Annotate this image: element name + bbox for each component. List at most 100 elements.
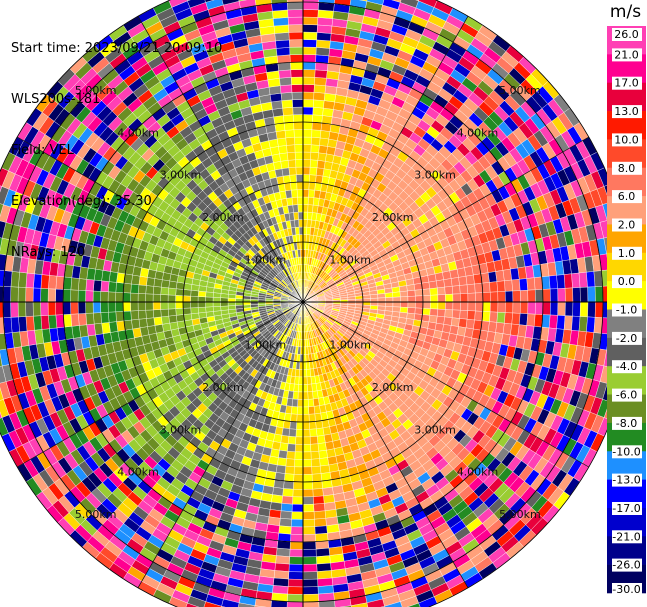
velocity-bin	[115, 311, 125, 322]
velocity-bin	[227, 297, 236, 303]
velocity-bin	[310, 443, 319, 452]
velocity-bin	[444, 309, 453, 318]
velocity-bin	[115, 292, 124, 303]
velocity-bin	[421, 281, 430, 290]
velocity-bin	[160, 301, 169, 310]
velocity-bin	[458, 275, 468, 286]
velocity-bin	[48, 314, 58, 329]
velocity-bin	[377, 297, 386, 303]
velocity-bin	[185, 602, 200, 607]
velocity-bin	[313, 398, 320, 407]
velocity-bin	[313, 92, 326, 101]
velocity-bin	[452, 309, 461, 319]
velocity-bin	[317, 152, 327, 162]
velocity-bin	[572, 301, 581, 317]
velocity-bin	[182, 301, 191, 309]
velocity-bin	[316, 555, 331, 565]
velocity-bin	[296, 414, 304, 423]
velocity-bin	[294, 451, 304, 460]
velocity-bin	[302, 196, 309, 205]
velocity-bin	[399, 290, 409, 298]
velocity-bin	[295, 436, 304, 445]
velocity-bin	[563, 273, 573, 289]
velocity-bin	[62, 301, 71, 315]
velocity-bin	[460, 293, 469, 303]
velocity-bin	[317, 577, 333, 587]
velocity-bin	[212, 297, 221, 303]
velocity-bin	[242, 304, 251, 309]
velocity-bin	[541, 314, 551, 329]
velocity-bin	[465, 274, 475, 285]
velocity-bin	[428, 280, 438, 289]
velocity-bin	[526, 313, 536, 327]
velocity-bin	[288, 571, 304, 580]
velocity-bin	[302, 444, 312, 453]
velocity-bin	[297, 391, 304, 400]
velocity-bin	[138, 284, 147, 294]
velocity-bin	[197, 306, 207, 314]
velocity-bin	[407, 295, 416, 303]
velocity-bin	[167, 294, 176, 303]
velocity-bin	[548, 314, 558, 329]
velocity-bin	[406, 284, 416, 292]
velocity-bin	[451, 317, 460, 327]
velocity-bin	[475, 292, 484, 303]
velocity-bin	[309, 436, 319, 445]
velocity-bin	[283, 480, 294, 490]
velocity-bin	[384, 601, 403, 607]
velocity-bin	[280, 510, 293, 520]
velocity-bin	[445, 301, 454, 311]
velocity-bin	[370, 297, 379, 303]
velocity-bin	[391, 0, 402, 3]
velocity-bin	[18, 316, 28, 332]
velocity-bin	[421, 314, 430, 323]
velocity-bin	[316, 32, 332, 42]
velocity-bin	[291, 519, 304, 528]
velocity-bin	[227, 305, 237, 310]
velocity-bin	[315, 420, 324, 429]
velocity-bin	[377, 301, 386, 307]
velocity-bin	[115, 301, 124, 312]
velocity-bin	[315, 62, 329, 71]
velocity-bin	[519, 313, 528, 326]
velocity-bin	[302, 474, 313, 483]
velocity-bin	[130, 310, 140, 321]
velocity-bin	[359, 0, 368, 2]
velocity-bin	[302, 556, 317, 565]
velocity-bin	[385, 301, 394, 307]
velocity-bin	[323, 433, 333, 443]
velocity-bin	[289, 549, 304, 558]
velocity-bin	[302, 519, 315, 528]
velocity-bin	[366, 598, 385, 607]
velocity-bin	[153, 309, 162, 318]
velocity-bin	[443, 278, 453, 288]
velocity-bin	[220, 301, 229, 307]
velocity-bin	[302, 114, 313, 123]
velocity-bin	[312, 390, 319, 400]
velocity-bin	[370, 301, 379, 307]
velocity-bin	[312, 107, 324, 116]
velocity-bin	[315, 47, 330, 57]
velocity-bin	[444, 286, 453, 295]
velocity-bin	[169, 321, 179, 331]
velocity-bin	[302, 481, 313, 490]
velocity-bin	[293, 474, 304, 483]
velocity-bin	[315, 533, 329, 542]
velocity-bin	[362, 298, 371, 303]
velocity-bin	[205, 311, 215, 318]
velocity-bin	[578, 272, 588, 288]
velocity-bin	[302, 166, 311, 175]
velocity-bin	[145, 309, 154, 319]
velocity-bin	[190, 290, 199, 297]
velocity-bin	[302, 234, 307, 243]
velocity-bin	[422, 301, 431, 309]
velocity-bin	[272, 585, 289, 595]
velocity-bin	[280, 435, 290, 444]
velocity-bin	[302, 84, 315, 93]
velocity-bin	[289, 556, 304, 565]
velocity-bin	[289, 541, 304, 550]
velocity-bin	[512, 290, 521, 303]
velocity-bin	[302, 421, 310, 430]
velocity-bin	[302, 91, 315, 100]
